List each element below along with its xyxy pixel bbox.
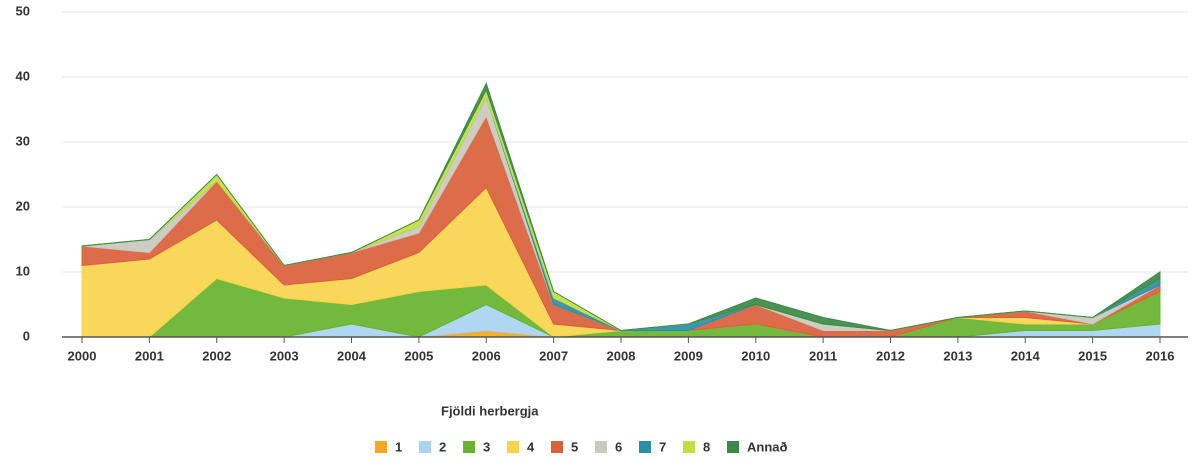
y-tick-label: 10 <box>16 263 30 278</box>
x-tick-label: 2013 <box>943 348 972 363</box>
y-tick-label: 50 <box>16 3 30 18</box>
legend-swatch <box>463 441 475 453</box>
legend-label: 1 <box>395 439 402 454</box>
legend-swatch <box>683 441 695 453</box>
legend-label: 5 <box>571 439 578 454</box>
x-tick-label: 2005 <box>404 348 433 363</box>
legend-label: 3 <box>483 439 490 454</box>
area <box>81 82 1161 332</box>
x-tick-label: 2004 <box>337 348 367 363</box>
y-tick-label: 0 <box>23 328 30 343</box>
x-tick-label: 2001 <box>135 348 164 363</box>
area <box>82 277 1161 338</box>
legend-swatch <box>507 441 519 453</box>
legend-label: 6 <box>615 439 622 454</box>
x-tick-label: 2012 <box>876 348 905 363</box>
x-tick-label: 2016 <box>1146 348 1175 363</box>
legend-title: Fjöldi herbergja <box>441 403 539 418</box>
x-tick-label: 2007 <box>539 348 568 363</box>
legend-swatch <box>639 441 651 453</box>
x-tick-label: 2002 <box>202 348 231 363</box>
legend-swatch <box>551 441 563 453</box>
x-tick-label: 2008 <box>607 348 636 363</box>
legend-label: Annað <box>747 439 788 454</box>
x-tick-label: 2014 <box>1011 348 1041 363</box>
x-tick-label: 2003 <box>270 348 299 363</box>
x-tick-label: 2010 <box>741 348 770 363</box>
x-tick-label: 2000 <box>68 348 97 363</box>
legend-swatch <box>375 441 387 453</box>
y-tick-label: 40 <box>16 68 30 83</box>
legend-swatch <box>595 441 607 453</box>
legend-swatch <box>727 441 739 453</box>
y-tick-label: 30 <box>16 133 30 148</box>
x-tick-label: 2009 <box>674 348 703 363</box>
legend-swatch <box>419 441 431 453</box>
x-tick-label: 2015 <box>1078 348 1107 363</box>
legend-label: 8 <box>703 439 710 454</box>
legend-label: 2 <box>439 439 446 454</box>
legend-label: 7 <box>659 439 666 454</box>
x-tick-label: 2006 <box>472 348 501 363</box>
x-tick-label: 2011 <box>809 348 837 363</box>
legend-label: 4 <box>527 439 535 454</box>
y-tick-label: 20 <box>16 198 30 213</box>
